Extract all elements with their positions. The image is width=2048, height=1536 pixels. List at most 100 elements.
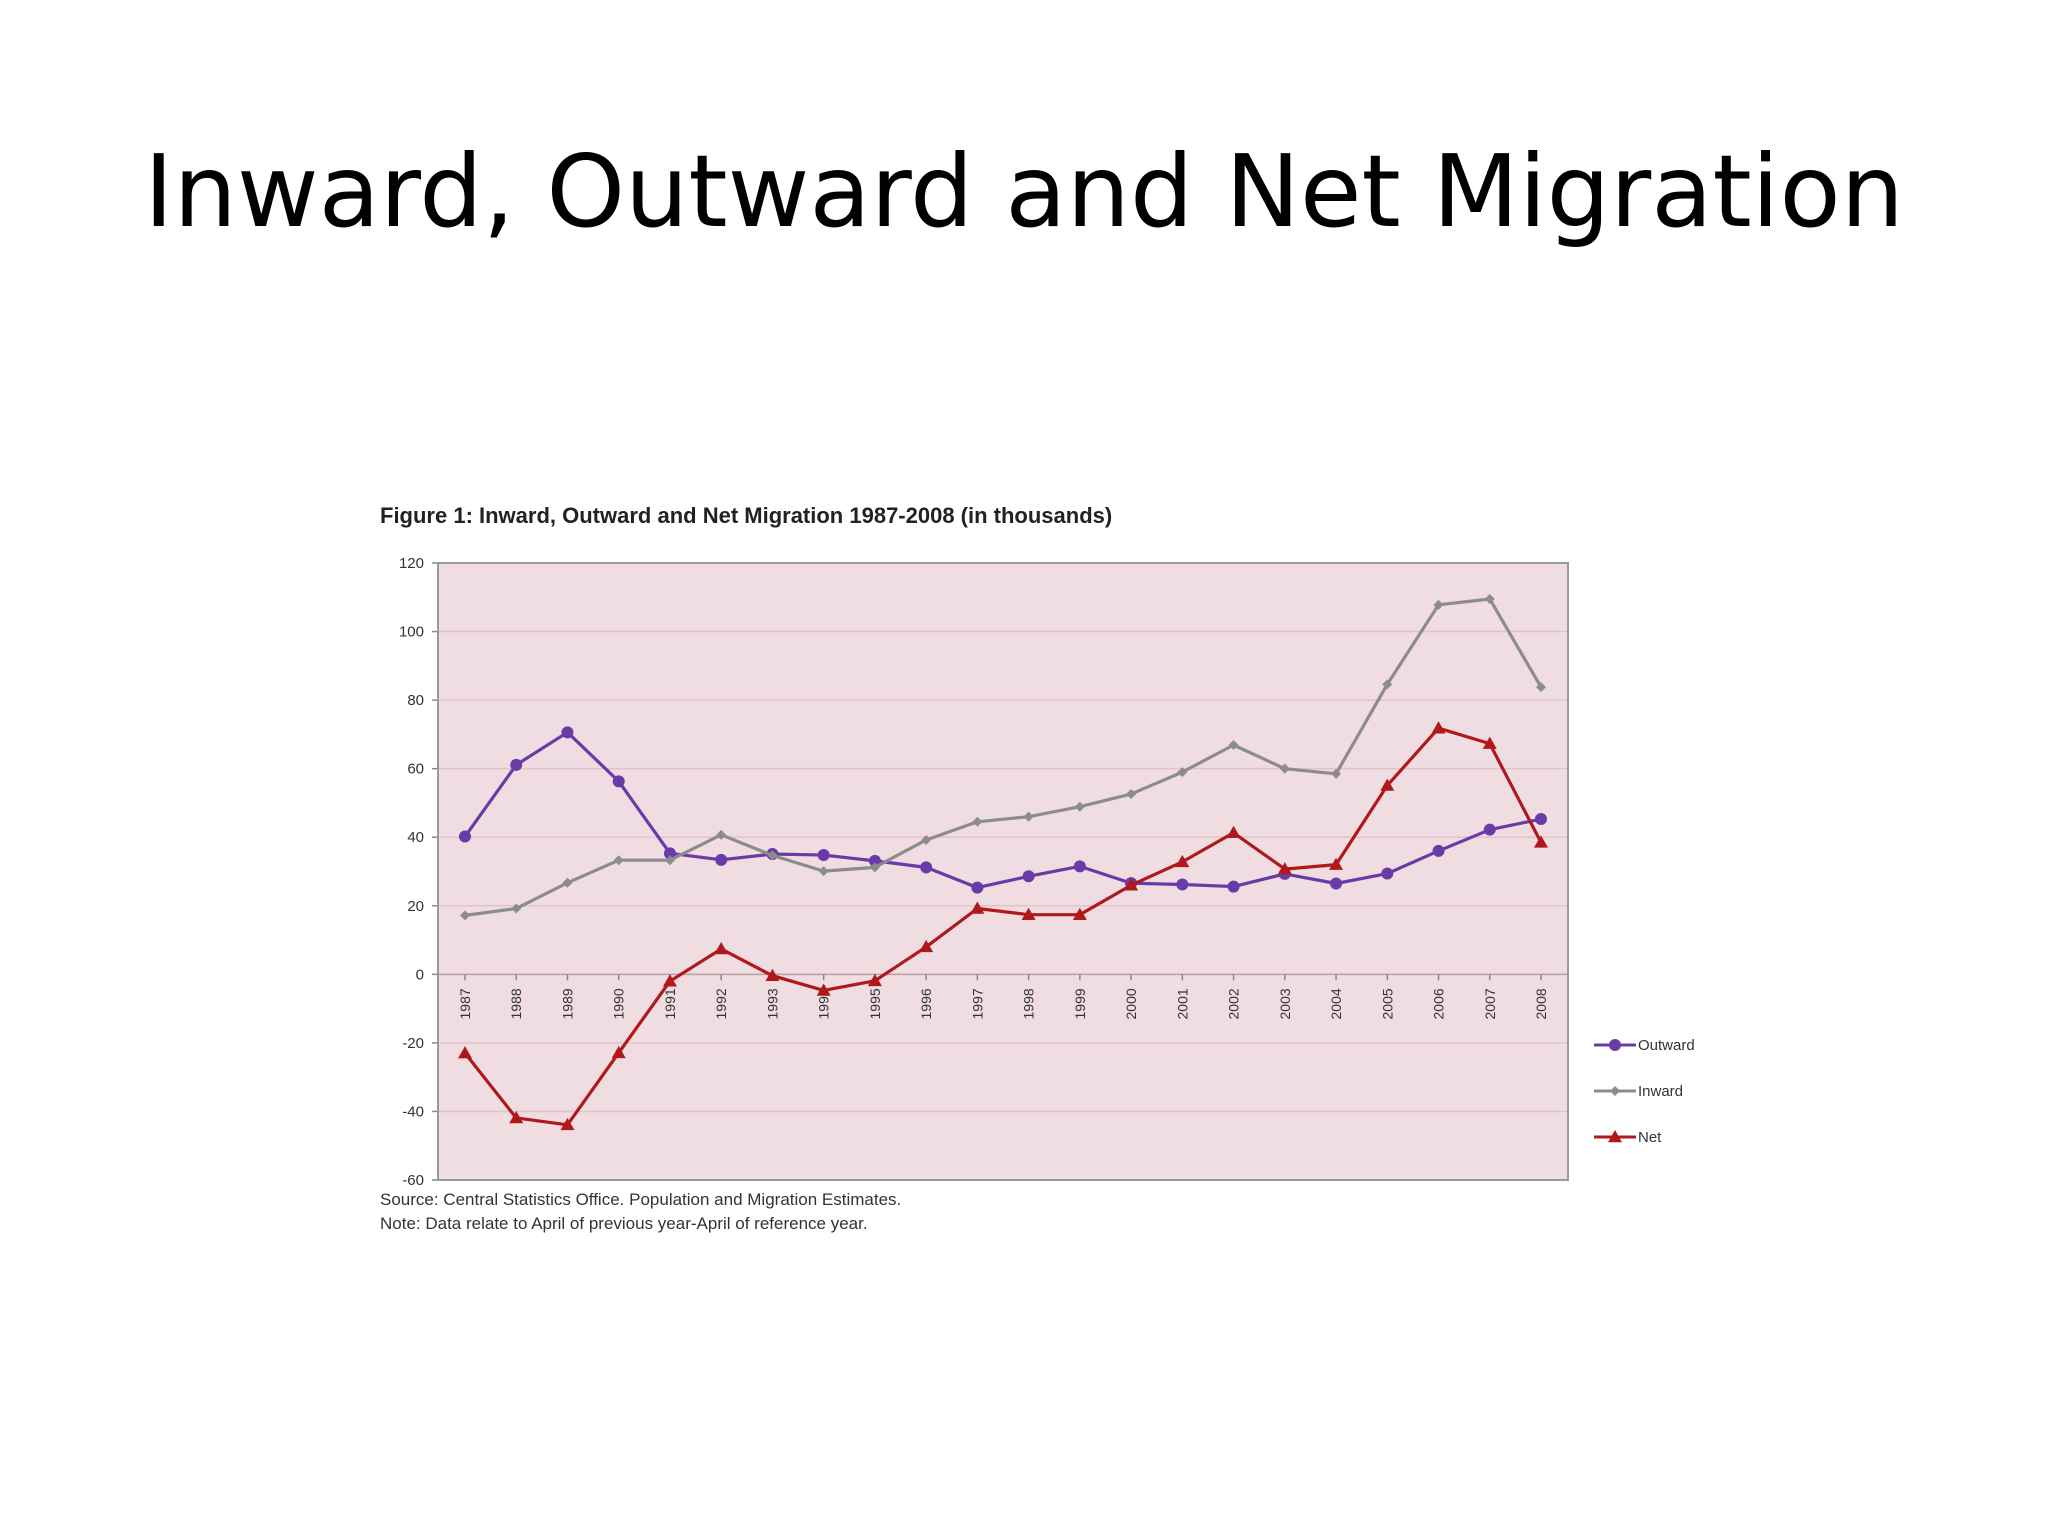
data-point-inward <box>562 877 573 888</box>
data-point-net <box>1329 857 1344 870</box>
data-point-inward <box>921 834 932 845</box>
data-point-net <box>1380 778 1395 791</box>
data-point-outward <box>1330 877 1343 890</box>
y-tick-label: 80 <box>407 692 424 709</box>
data-point-inward <box>1433 599 1444 610</box>
x-tick-label: 1995 <box>867 988 883 1019</box>
x-tick-label: 1988 <box>508 988 524 1019</box>
x-tick-label: 1994 <box>816 988 832 1019</box>
y-tick-label: 60 <box>407 761 424 778</box>
x-tick-label: 1989 <box>559 988 575 1019</box>
y-tick-label: 120 <box>399 555 424 572</box>
y-tick-label: 40 <box>407 829 424 846</box>
y-tick-label: 0 <box>416 966 424 983</box>
legend-label: Net <box>1638 1129 1662 1146</box>
x-tick-label: 2007 <box>1482 988 1498 1019</box>
data-point-inward <box>767 850 778 861</box>
legend: Outward Inward Net <box>1594 1037 1695 1146</box>
data-point-net <box>662 974 677 987</box>
figure-title: Figure 1: Inward, Outward and Net Migrat… <box>380 503 1113 528</box>
data-point-outward <box>1381 867 1394 880</box>
data-point-outward <box>459 830 471 843</box>
data-point-net <box>919 939 934 953</box>
x-tick-label: 2001 <box>1174 988 1190 1019</box>
x-tick-label: 2003 <box>1277 988 1293 1019</box>
y-tick-label: 100 <box>399 624 424 641</box>
data-point-net <box>1431 721 1446 734</box>
data-point-net <box>1226 825 1241 839</box>
data-point-inward <box>1382 679 1393 690</box>
x-tick-label: 1997 <box>969 988 985 1019</box>
source-note: Source: Central Statistics Office. Popul… <box>380 1188 901 1236</box>
legend-swatch-marker <box>1610 1086 1620 1096</box>
data-point-outward <box>1022 870 1035 883</box>
data-point-inward <box>1331 768 1342 779</box>
y-tick-label: -40 <box>402 1103 424 1120</box>
data-point-net <box>867 973 882 987</box>
data-point-outward <box>1073 860 1086 873</box>
data-point-outward <box>1176 878 1189 891</box>
data-point-net <box>611 1045 626 1059</box>
data-point-inward <box>818 866 829 877</box>
source-text: Source: Central Statistics Office. Popul… <box>380 1190 902 1209</box>
x-tick-label: 2008 <box>1533 988 1549 1019</box>
data-point-net <box>1175 854 1190 868</box>
x-tick-label: 1992 <box>713 988 729 1019</box>
y-axis-ticks: 120 100 80 60 40 20 0 -20 -40 -60 <box>399 555 438 1189</box>
legend-label: Outward <box>1638 1037 1695 1054</box>
legend-item-inward: Inward <box>1594 1083 1683 1100</box>
data-point-inward <box>716 829 727 840</box>
x-tick-label: 1993 <box>764 988 780 1019</box>
y-tick-label: -60 <box>402 1172 424 1189</box>
data-point-outward <box>612 775 625 788</box>
data-point-inward <box>1177 767 1188 778</box>
x-tick-label: 2000 <box>1123 988 1139 1019</box>
x-tick-label: 1987 <box>457 988 473 1019</box>
data-point-inward <box>1126 789 1137 800</box>
data-point-outward <box>1483 823 1496 836</box>
plot-border <box>437 562 1569 1181</box>
legend-swatch-marker <box>1609 1039 1621 1051</box>
data-point-net <box>509 1110 524 1124</box>
data-point-inward <box>511 903 522 914</box>
data-point-inward <box>869 862 880 873</box>
data-point-inward <box>664 855 675 866</box>
data-point-inward <box>972 816 983 827</box>
x-tick-label: 2005 <box>1379 988 1395 1019</box>
data-point-outward <box>920 861 933 874</box>
y-tick-label: -20 <box>402 1035 424 1052</box>
data-point-outward <box>715 853 728 866</box>
legend-item-outward: Outward <box>1594 1037 1695 1054</box>
data-point-outward <box>561 726 574 739</box>
series-line-outward <box>463 730 1543 890</box>
slide-title: Inward, Outward and Net Migration <box>143 133 1905 250</box>
data-point-outward <box>510 758 523 771</box>
data-point-outward <box>868 854 881 867</box>
x-tick-label: 1991 <box>662 988 678 1019</box>
data-point-inward <box>1536 682 1546 693</box>
series-line-inward <box>463 597 1543 917</box>
legend-item-net: Net <box>1594 1129 1662 1146</box>
x-tick-label: 1999 <box>1072 988 1088 1019</box>
series-net <box>458 721 1548 1131</box>
data-point-outward <box>663 847 676 860</box>
data-point-inward <box>1484 593 1495 604</box>
data-point-net <box>970 901 985 914</box>
data-point-net <box>1072 907 1087 920</box>
x-tick-label: 1990 <box>611 988 627 1019</box>
data-point-outward <box>971 881 984 894</box>
data-point-net <box>765 968 780 981</box>
x-axis-ticks: 1987 1988 1989 1990 1991 1992 1993 1994 1995 1996… <box>457 974 1549 1019</box>
y-tick-label: 20 <box>407 898 424 915</box>
x-tick-label: 1998 <box>1021 988 1037 1019</box>
data-point-inward <box>1279 763 1290 774</box>
data-point-inward <box>1023 811 1034 822</box>
x-tick-label: 2002 <box>1226 988 1242 1019</box>
data-point-inward <box>1074 801 1085 812</box>
data-point-net <box>560 1117 575 1131</box>
data-point-net <box>1124 878 1139 891</box>
data-point-outward <box>817 849 830 862</box>
data-point-net <box>714 941 729 955</box>
series-inward <box>460 593 1546 921</box>
series-outward <box>459 726 1547 894</box>
